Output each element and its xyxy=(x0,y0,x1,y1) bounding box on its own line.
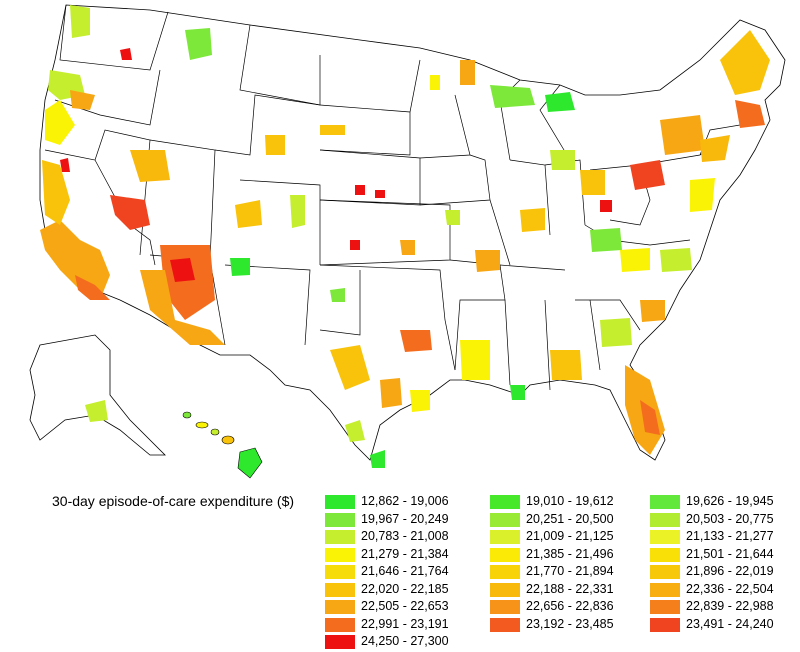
legend-label: 21,279 - 21,384 xyxy=(361,546,449,561)
legend-item: 22,656 - 22,836 xyxy=(490,599,640,617)
legend-swatch xyxy=(325,617,355,632)
legend-item: 21,385 - 21,496 xyxy=(490,547,640,565)
legend-swatch xyxy=(650,565,680,579)
legend-swatch xyxy=(650,547,680,562)
legend-item: 19,626 - 19,945 xyxy=(650,494,800,512)
legend-label: 12,862 - 19,006 xyxy=(361,494,449,508)
legend-swatch xyxy=(490,617,520,632)
legend-title: 30-day episode-of-care expenditure ($) xyxy=(52,493,295,509)
alaska-outline xyxy=(29,334,166,456)
legend-label: 23,192 - 23,485 xyxy=(526,616,614,631)
legend-label: 23,491 - 24,240 xyxy=(686,616,774,631)
legend-swatch xyxy=(325,530,355,544)
legend-item: 22,839 - 22,988 xyxy=(650,599,800,617)
legend-item: 22,020 - 22,185 xyxy=(325,582,475,600)
legend-swatch xyxy=(490,530,520,544)
hawaii-islands xyxy=(182,411,263,479)
legend-swatch xyxy=(490,547,520,562)
county-patches xyxy=(40,5,770,468)
legend-swatch xyxy=(325,512,355,527)
legend-swatch xyxy=(490,565,520,579)
legend-item: 22,336 - 22,504 xyxy=(650,582,800,600)
legend-swatch xyxy=(325,547,355,562)
legend-item: 20,251 - 20,500 xyxy=(490,512,640,530)
legend-item: 12,862 - 19,006 xyxy=(325,494,475,512)
legend-item: 19,967 - 20,249 xyxy=(325,512,475,530)
legend-item: 23,192 - 23,485 xyxy=(490,617,640,635)
legend-swatch xyxy=(325,600,355,614)
legend-item: 22,991 - 23,191 xyxy=(325,617,475,635)
legend-swatch xyxy=(650,530,680,544)
legend-swatch xyxy=(490,600,520,614)
legend-label: 22,656 - 22,836 xyxy=(526,599,614,613)
legend-label: 21,501 - 21,644 xyxy=(686,546,774,561)
legend-label: 19,010 - 19,612 xyxy=(526,494,614,508)
legend-swatch xyxy=(650,495,680,509)
legend-swatch xyxy=(650,600,680,614)
legend-label: 20,783 - 21,008 xyxy=(361,529,449,543)
legend-item: 24,250 - 27,300 xyxy=(325,634,475,652)
legend-label: 21,770 - 21,894 xyxy=(526,564,614,578)
legend-item: 21,770 - 21,894 xyxy=(490,564,640,582)
legend-label: 19,967 - 20,249 xyxy=(361,511,449,526)
legend-item: 21,646 - 21,764 xyxy=(325,564,475,582)
legend-column-3: 19,626 - 19,945 20,503 - 20,775 21,133 - 2… xyxy=(650,494,800,634)
legend-label: 22,991 - 23,191 xyxy=(361,616,449,631)
legend-item: 21,896 - 22,019 xyxy=(650,564,800,582)
legend-column-2: 19,010 - 19,612 20,251 - 20,500 21,009 - 2… xyxy=(490,494,640,634)
legend-item: 20,503 - 20,775 xyxy=(650,512,800,530)
state-outlines xyxy=(29,4,786,461)
legend-label: 22,188 - 22,331 xyxy=(526,581,614,596)
legend-label: 22,839 - 22,988 xyxy=(686,599,774,613)
legend-item: 22,188 - 22,331 xyxy=(490,582,640,600)
legend-swatch xyxy=(490,495,520,509)
legend-swatch xyxy=(490,582,520,597)
legend-item: 19,010 - 19,612 xyxy=(490,494,640,512)
legend-swatch xyxy=(325,582,355,597)
legend-swatch xyxy=(650,617,680,632)
legend-label: 21,133 - 21,277 xyxy=(686,529,774,543)
legend-label: 21,646 - 21,764 xyxy=(361,564,449,578)
legend-swatch xyxy=(325,565,355,579)
legend-item: 22,505 - 22,653 xyxy=(325,599,475,617)
us-county-choropleth-map xyxy=(29,4,786,479)
alaska-county-patch xyxy=(85,400,108,422)
legend-item: 23,491 - 24,240 xyxy=(650,617,800,635)
legend-column-1: 12,862 - 19,006 19,967 - 20,249 20,783 - 2… xyxy=(325,494,475,652)
legend-swatch xyxy=(650,512,680,527)
legend-label: 22,020 - 22,185 xyxy=(361,581,449,596)
legend-swatch xyxy=(325,635,355,649)
legend-swatch xyxy=(490,512,520,527)
legend-label: 20,251 - 20,500 xyxy=(526,511,614,526)
legend-label: 24,250 - 27,300 xyxy=(361,634,449,648)
legend-item: 20,783 - 21,008 xyxy=(325,529,475,547)
legend-label: 19,626 - 19,945 xyxy=(686,494,774,508)
legend-item: 21,009 - 21,125 xyxy=(490,529,640,547)
legend-label: 22,336 - 22,504 xyxy=(686,581,774,596)
legend-label: 21,896 - 22,019 xyxy=(686,564,774,578)
legend-item: 21,501 - 21,644 xyxy=(650,547,800,565)
legend-label: 21,009 - 21,125 xyxy=(526,529,614,543)
legend-item: 21,133 - 21,277 xyxy=(650,529,800,547)
legend-item: 21,279 - 21,384 xyxy=(325,547,475,565)
legend-swatch xyxy=(650,582,680,597)
contiguous-us-outline xyxy=(39,4,786,461)
legend-swatch xyxy=(325,495,355,509)
legend-label: 20,503 - 20,775 xyxy=(686,511,774,526)
legend-label: 21,385 - 21,496 xyxy=(526,546,614,561)
legend-label: 22,505 - 22,653 xyxy=(361,599,449,613)
